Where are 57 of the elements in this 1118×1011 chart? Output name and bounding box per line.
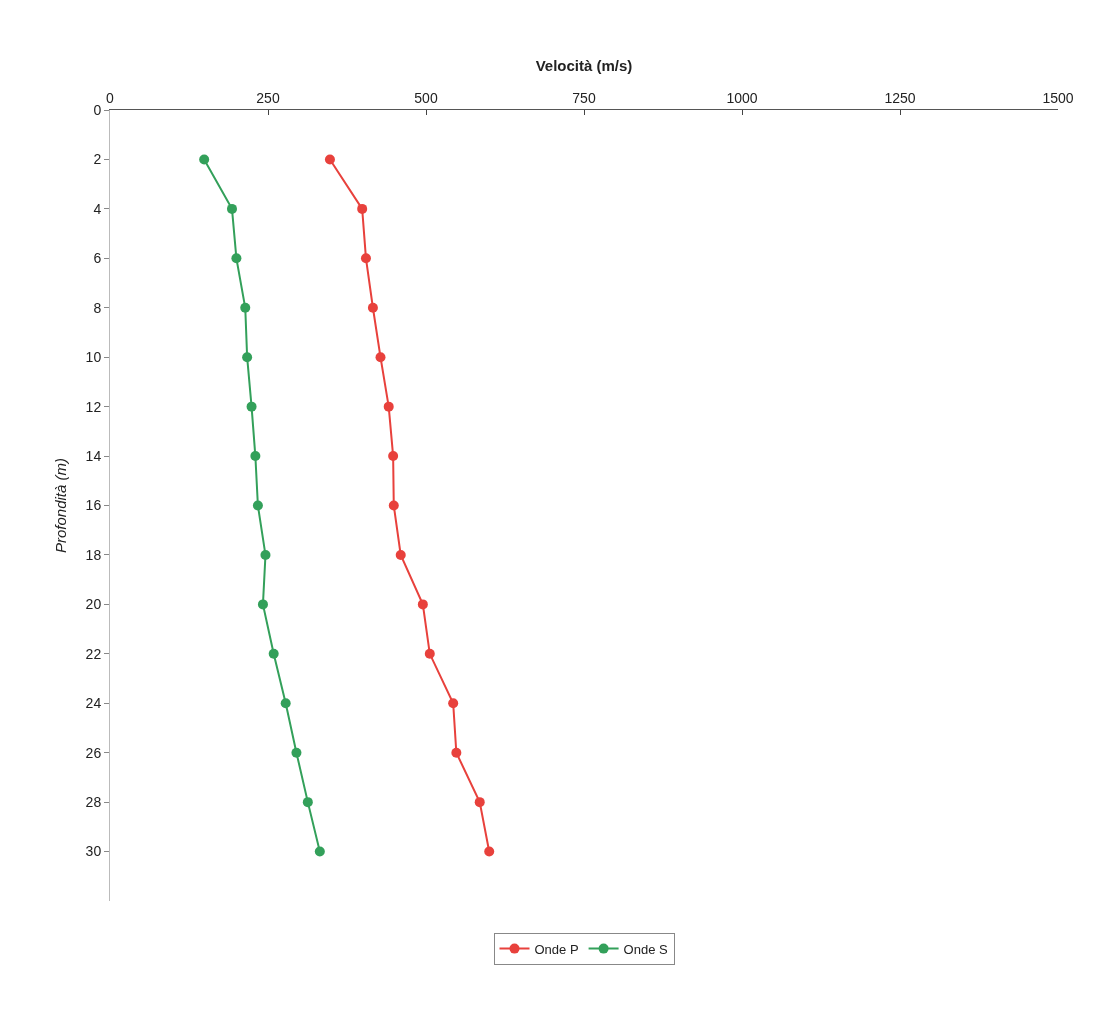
point [314, 846, 325, 857]
y-tick-label: 0 [93, 101, 102, 118]
y-tick-label: 24 [85, 695, 102, 712]
point [302, 797, 313, 808]
point [246, 401, 257, 412]
x-tick-label: 1500 [1042, 90, 1074, 107]
x-tick-label: 1250 [884, 90, 916, 107]
point [240, 302, 251, 313]
point [357, 203, 368, 214]
point [448, 698, 459, 709]
y-tick-label: 26 [85, 744, 102, 761]
point [388, 500, 399, 511]
y-tick-label: 30 [85, 843, 102, 860]
y-tick-label: 6 [93, 250, 102, 267]
point [199, 154, 210, 165]
y-tick-label: 28 [85, 794, 102, 811]
point [484, 846, 495, 857]
point [451, 747, 462, 758]
point [242, 352, 253, 363]
x-tick-label: 750 [572, 90, 596, 107]
point [424, 648, 435, 659]
point [324, 154, 335, 165]
point [268, 648, 279, 659]
y-tick-label: 16 [85, 497, 102, 514]
x-axis-title: Velocità (m/s) [535, 56, 633, 74]
point [291, 747, 302, 758]
point [250, 451, 261, 462]
y-tick-label: 10 [85, 349, 102, 366]
point [474, 797, 485, 808]
y-tick-label: 2 [93, 151, 102, 168]
y-axis-title: Profondità (m) [51, 457, 69, 554]
point [257, 599, 268, 610]
point [226, 203, 237, 214]
y-tick-label: 12 [85, 398, 102, 415]
x-tick-label: 0 [106, 90, 115, 107]
y-tick-label: 4 [93, 200, 102, 217]
point [360, 253, 371, 264]
y-tick-label: 20 [85, 596, 102, 613]
y-tick-label: 14 [85, 447, 102, 464]
point [367, 302, 378, 313]
legend-label: Onde S [623, 941, 669, 957]
y-tick-label: 18 [85, 546, 102, 563]
point [375, 352, 386, 363]
y-tick-label: 22 [85, 645, 102, 662]
point [252, 500, 263, 511]
point [231, 253, 242, 264]
point [280, 698, 291, 709]
point [260, 549, 271, 560]
x-tick-label: 250 [256, 90, 280, 107]
point [417, 599, 428, 610]
point [383, 401, 394, 412]
point [388, 451, 399, 462]
x-tick-label: 500 [414, 90, 438, 107]
y-tick-label: 8 [93, 299, 102, 316]
legend-label: Onde P [534, 941, 579, 957]
x-tick-label: 1000 [726, 90, 758, 107]
point [395, 549, 406, 560]
